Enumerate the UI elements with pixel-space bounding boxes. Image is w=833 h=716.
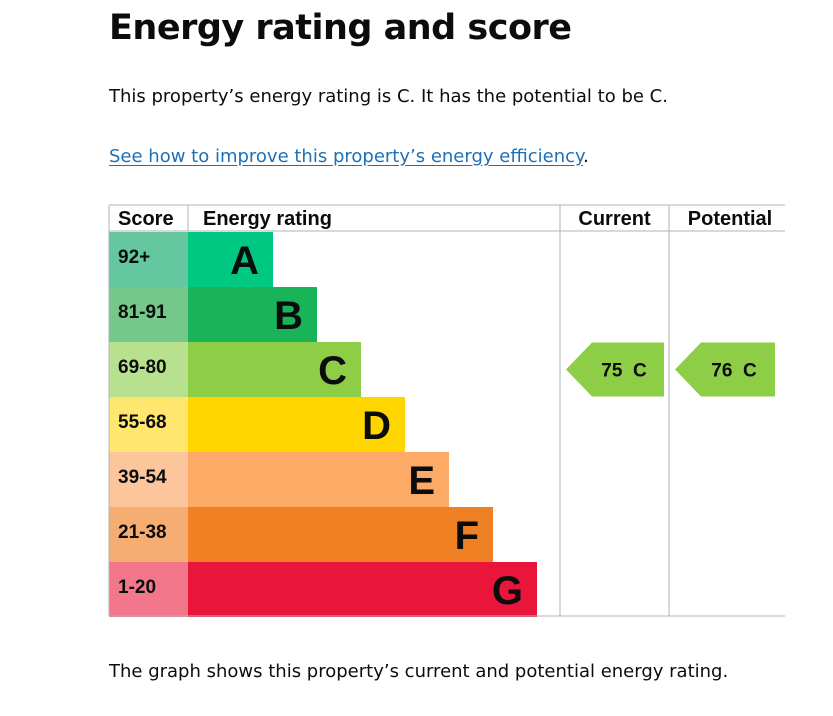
score-label-b: 81-91: [118, 302, 167, 323]
score-label-d: 55-68: [118, 412, 167, 433]
energy-rating-chart: 92+ 81-91 69-80 55-68 39-54 21-38 1-20 ABCDEFG…: [108, 204, 785, 617]
band-letter-f: F: [455, 514, 479, 558]
band-letter-a: A: [230, 239, 259, 283]
band-letter-b: B: [274, 294, 303, 338]
chart-grid: [108, 204, 785, 617]
current-rating-label: 75 C: [601, 361, 647, 382]
band-letter-e: E: [408, 459, 435, 503]
score-cell-d: [109, 397, 188, 452]
score-label-a: 92+: [118, 247, 150, 268]
rating-bar-f: [188, 507, 493, 562]
rating-bar-a: [188, 232, 273, 287]
energy-rating-header: Energy rating: [203, 208, 332, 230]
current-arrow-shape: [566, 342, 664, 397]
improve-link-line: See how to improve this property’s energ…: [109, 144, 589, 170]
score-cell-e: [109, 452, 188, 507]
band-letter-g: G: [492, 569, 523, 613]
rating-bar-b: [188, 287, 317, 342]
band-letter-c: C: [318, 349, 347, 393]
potential-rating-label: 76 C: [711, 361, 757, 382]
potential-rating-arrow: 76 C: [675, 342, 775, 397]
score-cell-c: [109, 342, 188, 397]
band-letter-d: D: [362, 404, 391, 448]
potential-arrow-shape: [675, 342, 775, 397]
improve-efficiency-link[interactable]: See how to improve this property’s energ…: [109, 146, 584, 167]
score-cell-a: [109, 232, 188, 287]
score-column: 92+ 81-91 69-80 55-68 39-54 21-38 1-20: [109, 232, 188, 617]
rating-summary: This property’s energy rating is C. It h…: [109, 86, 668, 107]
rating-bar-g: [188, 562, 537, 617]
score-cell-g: [109, 562, 188, 617]
score-cell-b: [109, 287, 188, 342]
rating-bar-d: [188, 397, 405, 452]
rating-bar-e: [188, 452, 449, 507]
score-label-g: 1-20: [118, 577, 156, 598]
page-title: Energy rating and score: [109, 8, 572, 48]
current-header: Current: [578, 208, 651, 230]
chart-footnote: The graph shows this property’s current …: [109, 661, 729, 682]
score-label-e: 39-54: [118, 467, 167, 488]
score-cell-f: [109, 507, 188, 562]
rating-bar-c: [188, 342, 361, 397]
potential-header: Potential: [688, 208, 772, 230]
score-label-f: 21-38: [118, 522, 167, 543]
score-header: Score: [118, 208, 174, 230]
score-label-c: 69-80: [118, 357, 167, 378]
current-rating-arrow: 75 C: [566, 342, 664, 397]
improve-link-suffix: .: [583, 146, 589, 167]
